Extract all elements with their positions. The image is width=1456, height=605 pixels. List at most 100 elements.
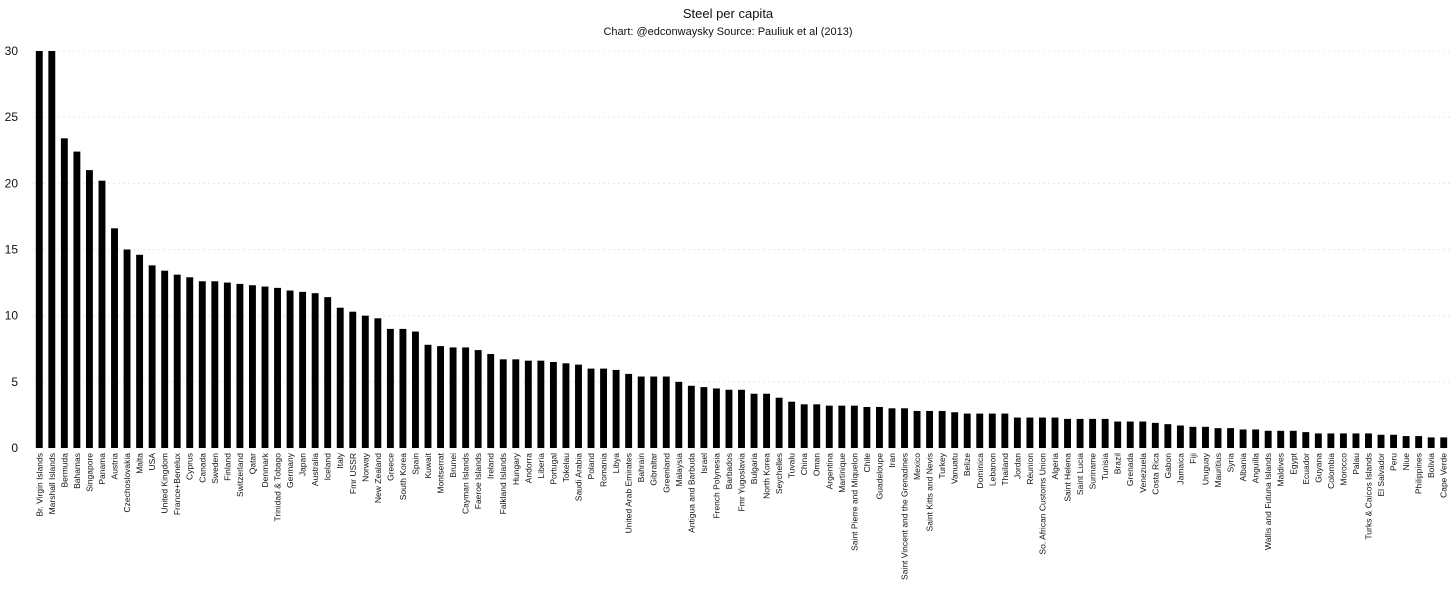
x-tick-label: Saint Helena bbox=[1063, 453, 1073, 502]
x-tick-label: Mauritius bbox=[1213, 453, 1223, 487]
bar bbox=[901, 408, 908, 448]
bar bbox=[938, 410, 946, 448]
x-tick-label: Sweden bbox=[210, 453, 220, 484]
x-tick-label: Algeria bbox=[1050, 453, 1060, 480]
bar bbox=[863, 406, 871, 448]
x-tick-label: Guadeloupe bbox=[874, 453, 884, 500]
bar bbox=[1126, 421, 1134, 448]
x-tick-label: Gibraltar bbox=[649, 453, 659, 486]
bar bbox=[148, 265, 156, 448]
x-tick-label: Grenada bbox=[1125, 453, 1135, 486]
bar bbox=[35, 51, 43, 448]
x-tick-label: France+Benelux bbox=[172, 452, 182, 515]
bar bbox=[437, 346, 444, 448]
x-tick-label: Switzerland bbox=[235, 453, 245, 497]
x-tick-label: Japan bbox=[298, 453, 308, 476]
bar bbox=[1302, 432, 1310, 448]
bar bbox=[261, 286, 269, 448]
bar bbox=[926, 410, 934, 448]
x-tick-label: El Salvador bbox=[1376, 453, 1386, 497]
bar bbox=[600, 368, 608, 448]
x-tick-label: Saint Lucia bbox=[1075, 453, 1085, 495]
bar bbox=[712, 388, 720, 448]
bar bbox=[963, 413, 971, 448]
y-tick-label: 20 bbox=[5, 176, 19, 190]
bar bbox=[136, 254, 144, 448]
bar bbox=[60, 138, 68, 448]
bar bbox=[813, 404, 821, 448]
bar bbox=[763, 393, 771, 448]
x-tick-label: Cyprus bbox=[185, 453, 195, 480]
bar bbox=[1064, 418, 1071, 448]
bar bbox=[48, 51, 56, 448]
bar bbox=[98, 180, 106, 449]
bar bbox=[236, 283, 244, 448]
bar bbox=[549, 361, 557, 448]
bar bbox=[1365, 433, 1372, 448]
bar bbox=[1001, 413, 1009, 448]
x-tick-label: Saudi Arabia bbox=[573, 453, 583, 501]
x-tick-label: Mexico bbox=[912, 453, 922, 480]
bar bbox=[211, 281, 219, 448]
bar bbox=[412, 331, 419, 448]
x-tick-label: Saint Kitts and Nevis bbox=[925, 453, 935, 531]
bar bbox=[1026, 417, 1034, 448]
bar bbox=[1076, 418, 1084, 448]
x-tick-label: Oman bbox=[812, 453, 822, 476]
bar bbox=[223, 282, 231, 448]
x-tick-label: Turkey bbox=[937, 452, 947, 478]
bar bbox=[474, 350, 482, 448]
bar bbox=[299, 291, 307, 448]
bar bbox=[976, 413, 984, 448]
x-tick-label: Vanuatu bbox=[950, 453, 960, 484]
bar bbox=[424, 344, 432, 448]
x-tick-label: Singapore bbox=[84, 453, 94, 492]
x-tick-label: Cape Verde bbox=[1439, 453, 1449, 498]
bar bbox=[850, 405, 858, 448]
x-tick-label: Bolivia bbox=[1426, 453, 1436, 478]
bar bbox=[374, 318, 382, 448]
bar bbox=[1415, 436, 1423, 448]
x-tick-label: Malta bbox=[135, 453, 145, 474]
bar bbox=[1013, 417, 1021, 448]
x-tick-label: Thailand bbox=[1000, 453, 1010, 486]
bar bbox=[738, 389, 745, 448]
x-tick-label: Guyana bbox=[1313, 453, 1323, 483]
x-tick-label: Saint Vincent and the Grenadines bbox=[900, 453, 910, 580]
bar bbox=[1427, 437, 1435, 448]
x-tick-label: Austria bbox=[110, 453, 120, 480]
x-tick-label: Qatar bbox=[247, 453, 257, 474]
x-tick-label: Spain bbox=[410, 453, 420, 475]
bar bbox=[875, 406, 883, 448]
x-tick-label: Australia bbox=[310, 453, 320, 486]
bar bbox=[800, 404, 808, 448]
x-tick-label: Andorra bbox=[523, 453, 533, 484]
bar bbox=[775, 397, 783, 448]
bar bbox=[1051, 417, 1059, 448]
x-tick-label: Egypt bbox=[1288, 452, 1298, 474]
bar bbox=[725, 389, 733, 448]
x-tick-label: So. African Customs Union bbox=[1037, 453, 1047, 555]
x-tick-label: South Korea bbox=[398, 453, 408, 501]
bar bbox=[1189, 426, 1197, 448]
x-tick-label: Venezuela bbox=[1138, 453, 1148, 493]
x-tick-label: Fmr USSR bbox=[348, 453, 358, 494]
bar bbox=[361, 315, 369, 448]
bar bbox=[537, 360, 545, 448]
y-tick-label: 25 bbox=[5, 110, 19, 124]
x-tick-label: China bbox=[799, 453, 809, 475]
bar bbox=[198, 281, 206, 448]
bar bbox=[349, 311, 357, 448]
x-tick-label: Fiji bbox=[1188, 453, 1198, 464]
x-tick-label: Czechoslovakia bbox=[122, 453, 132, 513]
bar bbox=[324, 297, 332, 448]
bars bbox=[35, 51, 1448, 449]
bar bbox=[1227, 428, 1235, 448]
bar bbox=[1440, 437, 1448, 448]
bar bbox=[1202, 426, 1209, 448]
bar bbox=[1352, 433, 1360, 448]
bar bbox=[311, 293, 319, 448]
x-tick-label: Kuwait bbox=[423, 452, 433, 478]
x-tick-label: Morocco bbox=[1338, 453, 1348, 486]
